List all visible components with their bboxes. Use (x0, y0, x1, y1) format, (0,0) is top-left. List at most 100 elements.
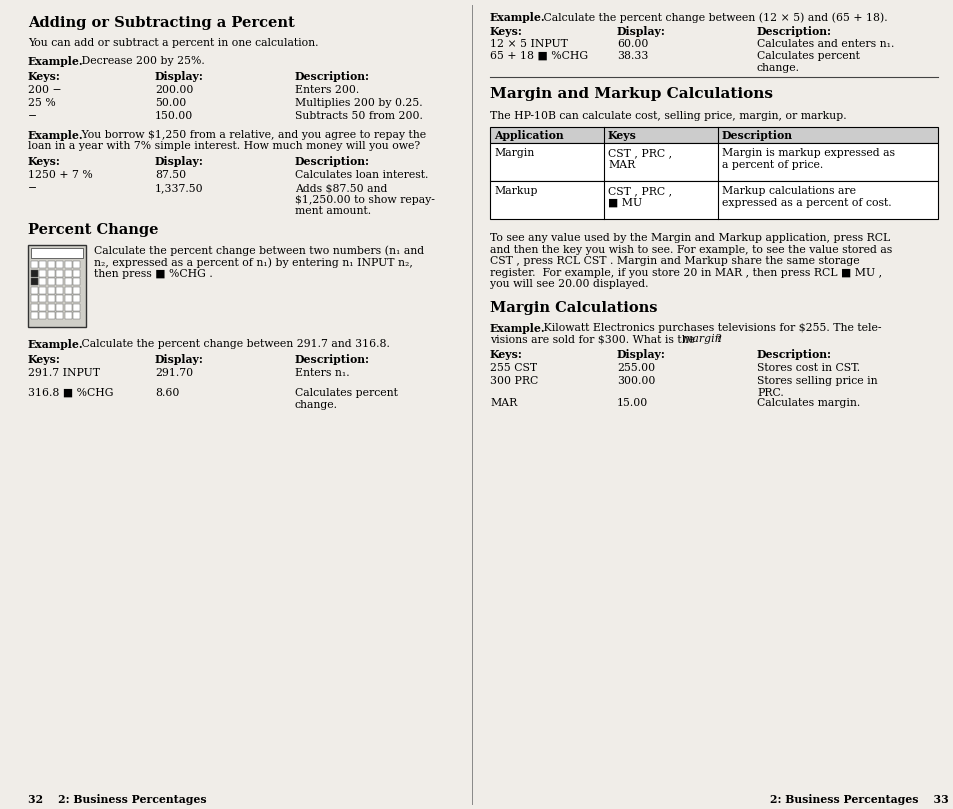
Bar (30, 248, 83, 258)
Text: Adding or Subtracting a Percent: Adding or Subtracting a Percent (28, 16, 294, 30)
Bar (73, 286, 80, 294)
Text: Calculates percent
change.: Calculates percent change. (294, 388, 397, 409)
Text: 300.00: 300.00 (617, 376, 655, 386)
Bar (48, 303, 55, 311)
Text: 8.60: 8.60 (154, 388, 179, 398)
Bar (490, 143, 937, 181)
Bar (73, 295, 80, 302)
Text: 25 %: 25 % (28, 98, 55, 108)
Text: Decrease 200 by 25%.: Decrease 200 by 25%. (78, 56, 205, 66)
Text: MAR: MAR (490, 398, 517, 408)
Bar (490, 127, 937, 143)
Bar (56, 295, 64, 302)
Text: You borrow $1,250 from a relative, and you agree to repay the: You borrow $1,250 from a relative, and y… (78, 130, 426, 140)
Text: Markup calculations are
expressed as a percent of cost.: Markup calculations are expressed as a p… (721, 186, 891, 208)
Bar (30, 278, 38, 285)
Text: 255 CST: 255 CST (490, 363, 537, 373)
Bar (65, 269, 71, 277)
Text: You can add or subtract a percent in one calculation.: You can add or subtract a percent in one… (28, 38, 318, 48)
Text: Calculates and enters n₁.: Calculates and enters n₁. (757, 39, 893, 49)
Text: Stores cost in CST.: Stores cost in CST. (757, 363, 860, 373)
Text: Description:: Description: (757, 26, 831, 37)
Bar (56, 286, 64, 294)
Text: 38.33: 38.33 (617, 51, 648, 61)
Bar (65, 312, 71, 319)
Text: visions are sold for $300. What is the: visions are sold for $300. What is the (490, 334, 698, 344)
Text: Calculate the percent change between 291.7 and 316.8.: Calculate the percent change between 291… (78, 339, 390, 349)
Text: 200.00: 200.00 (154, 85, 193, 95)
Bar (56, 312, 64, 319)
Bar (65, 286, 71, 294)
Bar (39, 286, 47, 294)
Text: 1,337.50: 1,337.50 (154, 183, 203, 193)
Text: Calculate the percent change between two numbers (n₁ and
n₂, expressed as a perc: Calculate the percent change between two… (94, 245, 424, 279)
Text: 12 × 5 INPUT: 12 × 5 INPUT (490, 39, 567, 49)
Text: Description:: Description: (294, 71, 370, 82)
Bar (39, 269, 47, 277)
Text: Description:: Description: (757, 349, 831, 360)
Bar (30, 286, 38, 294)
Bar (65, 261, 71, 268)
Text: Keys:: Keys: (490, 349, 522, 360)
Text: 32    2: Business Percentages: 32 2: Business Percentages (28, 794, 207, 805)
Text: ?: ? (714, 334, 720, 344)
Text: 255.00: 255.00 (617, 363, 655, 373)
Bar (30, 295, 38, 302)
Bar (30, 269, 38, 277)
Text: Enters 200.: Enters 200. (294, 85, 359, 95)
Text: Enters n₁.: Enters n₁. (294, 368, 349, 378)
Text: Adds $87.50 and
$1,250.00 to show repay-
ment amount.: Adds $87.50 and $1,250.00 to show repay-… (294, 183, 435, 216)
Text: 300 PRC: 300 PRC (490, 376, 537, 386)
Text: Calculates loan interest.: Calculates loan interest. (294, 170, 428, 180)
Text: 87.50: 87.50 (154, 170, 186, 180)
Text: −: − (28, 183, 37, 193)
Text: The HP-10B can calculate cost, selling price, margin, or markup.: The HP-10B can calculate cost, selling p… (490, 111, 845, 121)
Text: 1250 + 7 %: 1250 + 7 % (28, 170, 92, 180)
Bar (48, 278, 55, 285)
Bar (39, 261, 47, 268)
Bar (30, 303, 38, 311)
Bar (30, 261, 38, 268)
Text: Application: Application (494, 130, 563, 141)
Text: 65 + 18 ■ %CHG: 65 + 18 ■ %CHG (490, 51, 587, 61)
Text: CST , PRC ,
■ MU: CST , PRC , ■ MU (607, 186, 672, 208)
Bar (73, 312, 80, 319)
Bar (65, 295, 71, 302)
Bar (48, 269, 55, 277)
Text: CST , PRC ,
MAR: CST , PRC , MAR (607, 148, 672, 170)
Text: Example.: Example. (28, 130, 84, 141)
Bar (56, 303, 64, 311)
Text: Kilowatt Electronics purchases televisions for $255. The tele-: Kilowatt Electronics purchases televisio… (539, 323, 881, 333)
Text: Keys:: Keys: (28, 71, 61, 82)
Text: 291.7 INPUT: 291.7 INPUT (28, 368, 100, 378)
Text: Percent Change: Percent Change (28, 223, 158, 237)
Bar (39, 278, 47, 285)
Bar (65, 278, 71, 285)
Text: Example.: Example. (490, 12, 545, 23)
Text: 316.8 ■ %CHG: 316.8 ■ %CHG (28, 388, 113, 398)
Text: −: − (28, 111, 37, 121)
Text: 15.00: 15.00 (617, 398, 648, 408)
Text: 50.00: 50.00 (154, 98, 186, 108)
Text: Display:: Display: (617, 26, 665, 37)
Text: Keys: Keys (607, 130, 637, 141)
Text: Example.: Example. (28, 56, 84, 67)
Text: Display:: Display: (617, 349, 665, 360)
Text: Keys:: Keys: (28, 354, 61, 365)
Text: Display:: Display: (154, 354, 204, 365)
Bar (73, 261, 80, 268)
Text: Keys:: Keys: (490, 26, 522, 37)
Text: Description: Description (721, 130, 792, 141)
Text: Stores selling price in
PRC.: Stores selling price in PRC. (757, 376, 877, 397)
Text: Example.: Example. (490, 323, 545, 334)
Text: Subtracts 50 from 200.: Subtracts 50 from 200. (294, 111, 422, 121)
Text: Example.: Example. (28, 339, 84, 350)
Text: Calculate the percent change between (12 × 5) and (65 + 18).: Calculate the percent change between (12… (539, 12, 886, 23)
Bar (73, 269, 80, 277)
Bar (39, 295, 47, 302)
Text: To see any value used by the Margin and Markup application, press RCL
and then t: To see any value used by the Margin and … (490, 233, 891, 290)
Text: Margin: Margin (494, 148, 534, 158)
Text: 60.00: 60.00 (617, 39, 648, 49)
Text: Display:: Display: (154, 71, 204, 82)
Bar (56, 269, 64, 277)
